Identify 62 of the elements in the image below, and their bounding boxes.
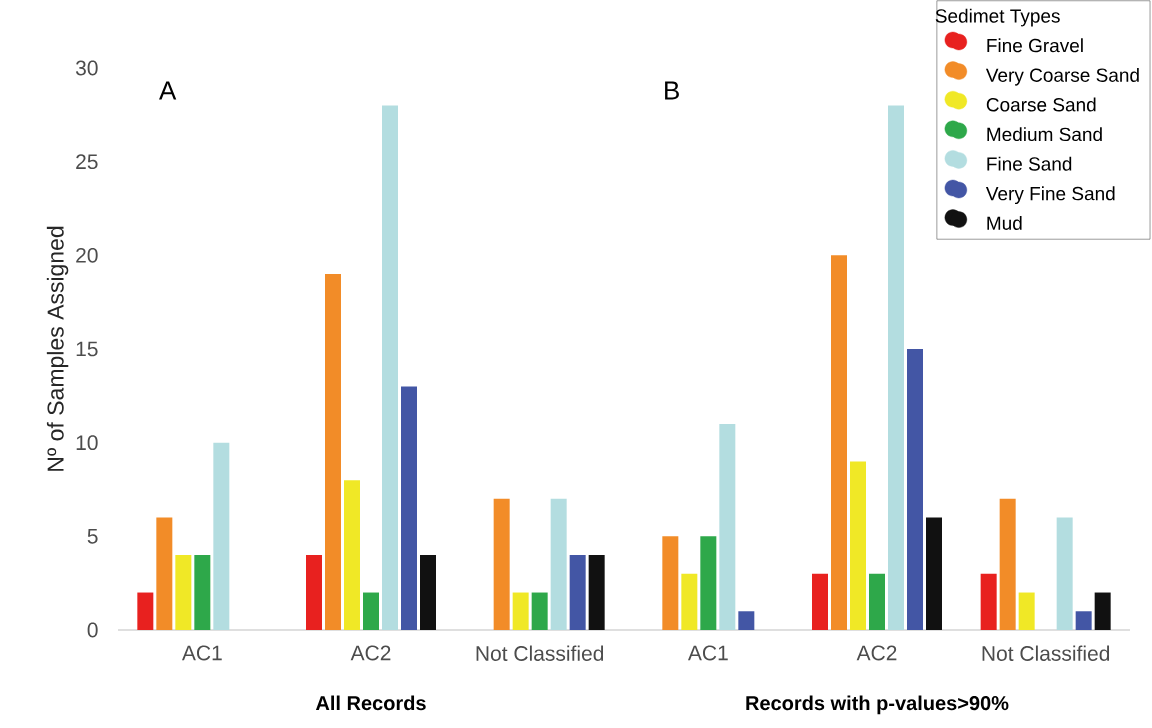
bar [1094,592,1111,630]
bar [213,442,230,630]
legend-label: Medium Sand [987,127,1102,142]
bar [382,105,398,630]
bar [493,498,510,630]
legend-label: Fine Sand [987,156,1072,171]
bar [999,498,1016,630]
bar [681,573,698,630]
bar [420,555,436,630]
legend-label: Very Fine Sand [985,186,1115,205]
x-tick-label: AC2 [856,645,897,661]
bar [325,274,341,630]
bar [831,255,847,630]
bar [137,592,154,630]
bar [719,423,736,630]
bar [344,480,360,630]
x-tick-label: AC2 [350,645,391,661]
bar [812,573,828,630]
bar [1056,517,1073,630]
text: All Records [315,695,426,711]
bar [156,517,173,630]
annotation: A [159,81,177,100]
y-tick-label: 10 [76,435,98,451]
legend-label: Mud [987,215,1022,230]
legend-title: Sedimet Types [935,8,1060,27]
bar [306,555,322,630]
bar [1075,611,1092,630]
bar [907,349,923,630]
bar [662,536,679,630]
bar [175,555,192,630]
bar [531,592,548,630]
bar [401,386,417,630]
bar [980,573,997,630]
x-tick-label: Not Classified [476,645,604,661]
y-tick-label: 20 [76,247,98,263]
bar [850,461,866,630]
bar [888,105,904,630]
y-tick-label: 30 [75,60,98,76]
bar [363,592,379,630]
bar [926,517,942,630]
y-tick-label: 5 [87,529,98,544]
legend-label: Fine Gravel [987,38,1083,53]
legend-label: Coarse Sand [986,97,1096,112]
bar [194,555,211,630]
bar [1018,592,1035,630]
bar [588,555,605,630]
bar [700,536,717,630]
bar [569,555,586,630]
y-tick-label: 0 [87,622,98,638]
legend-label: Very Coarse Sand [985,67,1139,86]
y-tick-label: 15 [76,341,98,357]
x-tick-label: AC1 [181,645,222,661]
bar [512,592,529,630]
bar [738,611,755,630]
x-tick-label: AC1 [687,645,728,661]
y-tick-label: 25 [76,154,98,170]
text: Records with p-values>90% [746,695,1009,715]
bar [869,573,885,630]
bar [550,498,567,630]
x-tick-label: Not Classified [982,645,1110,661]
y-axis-title: Nº of Samples Assigned [46,226,69,471]
annotation: B [665,81,679,100]
